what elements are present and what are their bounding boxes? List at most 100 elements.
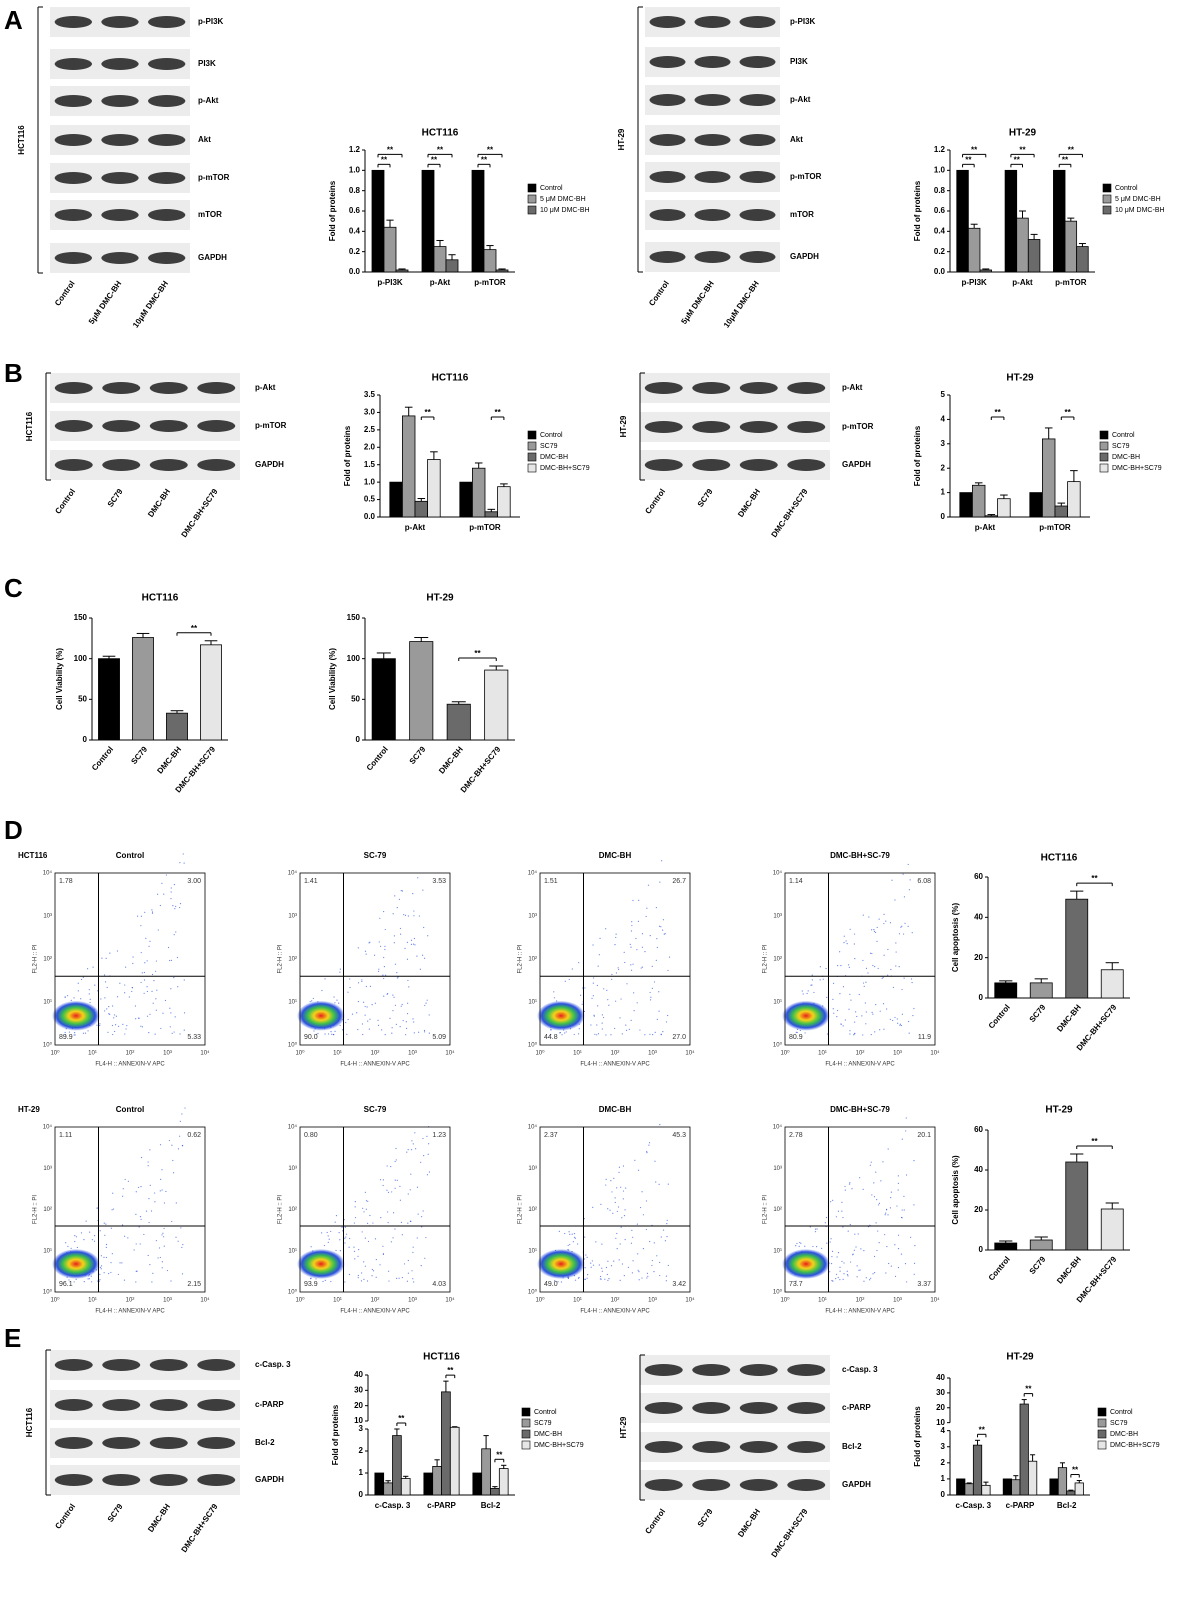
flow-dot bbox=[112, 1033, 114, 1036]
flow-dot bbox=[646, 1277, 648, 1279]
flow-dot bbox=[645, 915, 647, 918]
flow-dot bbox=[169, 1026, 171, 1028]
blot-band bbox=[694, 171, 731, 183]
blot-band bbox=[649, 251, 686, 263]
flow-dot bbox=[383, 977, 385, 980]
flow-dot bbox=[416, 1186, 419, 1188]
quadrant-value: 3.00 bbox=[187, 878, 201, 885]
flow-dot bbox=[94, 984, 96, 986]
flow-y-tick: 10⁴ bbox=[773, 1124, 783, 1131]
y-tick-label: 40 bbox=[974, 1165, 983, 1174]
legend-swatch bbox=[527, 183, 537, 193]
flow-dot bbox=[427, 935, 429, 937]
blot-band bbox=[739, 171, 776, 183]
flow-dot bbox=[361, 1272, 363, 1274]
flow-dot bbox=[428, 1014, 430, 1016]
flow-dot bbox=[641, 1191, 643, 1193]
flow-dot bbox=[157, 1257, 159, 1259]
flow-dot bbox=[369, 1214, 371, 1217]
flow-dot bbox=[844, 1019, 846, 1021]
flow-dot bbox=[664, 1240, 667, 1242]
flow-dot bbox=[870, 1161, 872, 1163]
flow-dot bbox=[913, 1273, 915, 1275]
significance-label: ** bbox=[424, 408, 431, 417]
y-tick-label: 1.5 bbox=[364, 460, 376, 469]
flow-dot bbox=[146, 986, 148, 988]
legend-swatch bbox=[1099, 463, 1109, 473]
flow-dot bbox=[143, 992, 145, 994]
flow-dot bbox=[170, 887, 172, 889]
y-tick-label: 0.2 bbox=[934, 247, 946, 256]
flow-dot bbox=[658, 925, 661, 927]
flow-dot bbox=[401, 1003, 403, 1006]
flow-dot bbox=[161, 1189, 163, 1191]
y-tick-label: 20 bbox=[974, 1205, 983, 1214]
flow-dot bbox=[411, 1140, 413, 1142]
flow-density bbox=[782, 1248, 830, 1279]
flow-dot bbox=[346, 1033, 348, 1036]
flow-dot bbox=[666, 1235, 668, 1238]
flow-dot bbox=[110, 1271, 112, 1274]
flow-dot bbox=[826, 1033, 829, 1035]
flow-dot bbox=[103, 1222, 105, 1224]
flow-dot bbox=[426, 1174, 429, 1176]
flow-dot bbox=[640, 967, 642, 969]
flow-dot bbox=[854, 1032, 856, 1035]
flow-dot bbox=[862, 982, 865, 984]
blot-band bbox=[739, 134, 776, 146]
flow-dot bbox=[621, 1033, 623, 1035]
flow-dot bbox=[622, 1165, 625, 1167]
flow-dot bbox=[100, 1265, 103, 1267]
blot-band bbox=[739, 209, 776, 221]
flow-x-tick: 10² bbox=[371, 1298, 380, 1304]
flow-dot bbox=[400, 1005, 402, 1007]
flow-dot bbox=[310, 1277, 312, 1279]
y-tick-label: 0 bbox=[359, 1490, 364, 1499]
flow-dot bbox=[899, 1024, 901, 1026]
flow-dot bbox=[648, 1144, 650, 1146]
flow-dot bbox=[413, 1281, 415, 1283]
flow-dot bbox=[367, 1200, 369, 1202]
quadrant-value: 26.7 bbox=[672, 878, 686, 885]
blot-band bbox=[102, 1437, 141, 1449]
flow-dot bbox=[848, 964, 850, 966]
x-tick-label: c-PARP bbox=[427, 1501, 456, 1510]
flow-dot bbox=[890, 968, 892, 971]
x-tick-label: Control bbox=[987, 1255, 1012, 1283]
flow-dot bbox=[396, 972, 398, 974]
flow-dot bbox=[354, 1206, 356, 1208]
flow-dot bbox=[616, 1210, 618, 1213]
flow-dot bbox=[656, 938, 658, 940]
y-axis-label: Fold of proteins bbox=[913, 1406, 922, 1467]
y-tick-label: 1.0 bbox=[934, 165, 946, 174]
flow-dot bbox=[802, 993, 804, 995]
legend-swatch bbox=[1102, 194, 1112, 204]
flow-dot bbox=[409, 1220, 412, 1222]
flow-dot bbox=[845, 940, 847, 942]
flow-dot bbox=[871, 1194, 873, 1196]
y-tick-label: 0.8 bbox=[934, 186, 946, 195]
flow-dot bbox=[813, 991, 815, 994]
flow-dot bbox=[156, 893, 159, 895]
y-tick-label: 20 bbox=[974, 953, 983, 962]
blot-row-label: GAPDH bbox=[198, 253, 227, 262]
blot-band bbox=[149, 1437, 188, 1449]
flow-dot bbox=[558, 1230, 560, 1232]
bar bbox=[1076, 246, 1089, 273]
blot-band bbox=[649, 171, 686, 183]
flow-dot bbox=[883, 954, 885, 956]
flow-x-tick: 10⁴ bbox=[685, 1297, 695, 1304]
flow-dot bbox=[631, 1229, 633, 1231]
flow-dot bbox=[801, 990, 803, 992]
flow-frame bbox=[784, 872, 936, 1046]
flow-dot bbox=[889, 1207, 892, 1209]
bar bbox=[395, 269, 409, 273]
flow-dot bbox=[387, 1191, 390, 1194]
flow-dot bbox=[667, 969, 669, 972]
blot-row-label: Akt bbox=[790, 135, 803, 144]
flow-dot bbox=[183, 1029, 185, 1031]
flow-x-tick: 10² bbox=[856, 1051, 865, 1057]
flow-dot bbox=[909, 879, 911, 881]
flow-dot bbox=[180, 1227, 182, 1229]
flow-dot bbox=[832, 1008, 834, 1010]
